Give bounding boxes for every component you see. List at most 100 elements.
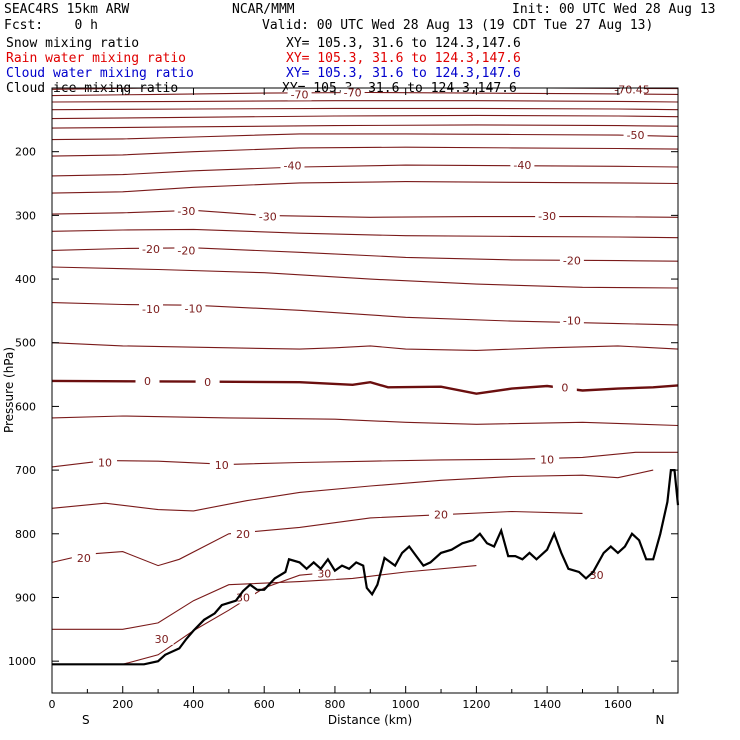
contour-label: 10 xyxy=(540,453,554,466)
contour-label: 0 xyxy=(144,375,151,388)
y-tick-label: 600 xyxy=(15,400,36,413)
contour-label: -40 xyxy=(513,159,531,172)
contour-label-bg xyxy=(255,210,280,223)
terrain-surface xyxy=(52,469,680,666)
contour-label-bg xyxy=(280,159,305,172)
forecast-hour: Fcst: 0 h xyxy=(4,18,98,33)
x-tick-label: 1200 xyxy=(462,698,490,711)
contour-label-bg xyxy=(139,302,164,315)
contour-label-bg xyxy=(535,210,560,223)
field-label-snow: Snow mixing ratio xyxy=(6,36,140,51)
contour-label-bg xyxy=(195,376,220,389)
contour-label-bg xyxy=(340,86,365,99)
x-axis-label: Distance (km) xyxy=(328,713,412,727)
contour-line xyxy=(122,571,335,665)
contour-label: -20 xyxy=(177,244,195,257)
contour-line xyxy=(51,209,679,218)
contour-label: -30 xyxy=(538,210,556,223)
y-tick-label: 400 xyxy=(15,273,36,286)
contour-line xyxy=(51,181,679,194)
contour-label: 30 xyxy=(155,633,169,646)
contour-label-bg xyxy=(149,632,174,645)
contour-label-bg xyxy=(623,129,648,142)
x-tick-label: 800 xyxy=(324,698,345,711)
contour-label-bg xyxy=(312,567,337,580)
contour-label-bg xyxy=(287,88,312,101)
contour-label-bg xyxy=(510,159,535,172)
y-tick-label: 900 xyxy=(15,591,36,604)
contour-label-bg xyxy=(135,374,160,387)
contour-label: -40 xyxy=(284,160,302,173)
contour-labels: -70 -70 -70.45 -50 -40 -40 -30 -30 -30 -20 -20 -20 -… xyxy=(71,83,650,646)
contour-label: -20 xyxy=(563,255,581,268)
field-xy-snow: XY= 105.3, 31.6 to 124.3,147.6 xyxy=(286,36,521,51)
contour-label: -30 xyxy=(259,211,277,224)
contour-line xyxy=(51,247,679,262)
contour-label: 10 xyxy=(98,456,112,469)
contour-line xyxy=(51,228,679,239)
contour-line xyxy=(51,91,679,97)
field-label-cloud-water: Cloud water mixing ratio xyxy=(6,66,194,81)
y-tick-label: 700 xyxy=(15,464,36,477)
field-label-rain: Rain water mixing ratio xyxy=(6,51,187,66)
contour-line xyxy=(51,266,679,289)
contour-label: -70 xyxy=(291,88,309,101)
y-tick-label: 1000 xyxy=(8,655,36,668)
contour-label-bg xyxy=(552,381,577,394)
contour-label-bg xyxy=(174,204,199,217)
field-xy-rain: XY= 105.3, 31.6 to 124.3,147.6 xyxy=(286,51,521,66)
north-endpoint-label: N xyxy=(656,713,665,727)
x-tick-label: 600 xyxy=(254,698,275,711)
y-axis-label: Pressure (hPa) xyxy=(2,347,16,433)
contour-line xyxy=(51,133,679,141)
valid-time: Valid: 00 UTC Wed 28 Aug 13 (19 CDT Tue … xyxy=(262,18,654,33)
contour-label-bg xyxy=(584,569,609,582)
contour-label: -20 xyxy=(142,243,160,256)
contour-label-bg xyxy=(429,508,454,521)
contour-label: 30 xyxy=(590,569,604,582)
model-title: SEAC4RS 15km ARW xyxy=(4,2,130,17)
contour-label-bg xyxy=(230,527,255,540)
contour-label-bg xyxy=(71,551,96,564)
terrain-line xyxy=(52,469,680,666)
x-tick-label: 1000 xyxy=(392,698,420,711)
contour-line xyxy=(51,124,679,129)
contour-line xyxy=(51,451,678,468)
field-xy-cloud-water: XY= 105.3, 31.6 to 124.3,147.6 xyxy=(286,66,521,81)
y-tick-label: 300 xyxy=(15,209,36,222)
contour-label-bg xyxy=(559,314,584,327)
contour-label: -10 xyxy=(184,302,202,315)
x-tick-label: 200 xyxy=(112,698,133,711)
contour-label-bg xyxy=(620,83,645,96)
contour-line xyxy=(51,100,679,103)
contour-line xyxy=(51,302,679,326)
contour-label-bg xyxy=(181,302,206,315)
y-tick-label: 800 xyxy=(15,528,36,541)
contour-label: 0 xyxy=(561,381,568,394)
contour-label: -30 xyxy=(177,205,195,218)
x-axis-ticks: 0 200 400 600 800 1000 1200 1400 1600 xyxy=(49,88,654,711)
contour-line xyxy=(51,342,679,351)
contour-label: 0 xyxy=(204,376,211,389)
contour-line xyxy=(51,164,679,177)
contour-label: -50 xyxy=(627,129,645,142)
contour-line xyxy=(51,114,679,120)
contour-label: 20 xyxy=(434,509,448,522)
contour-line xyxy=(52,565,477,630)
y-tick-label: 500 xyxy=(15,337,36,350)
x-tick-label: 400 xyxy=(183,698,204,711)
contour-line xyxy=(51,107,679,111)
contour-label: -70.45 xyxy=(614,83,649,96)
y-tick-label: 200 xyxy=(15,146,36,159)
contour-label-bg xyxy=(535,453,560,466)
contour-label: -70 xyxy=(344,86,362,99)
x-tick-label: 0 xyxy=(49,698,56,711)
contour-line xyxy=(51,469,654,512)
contour-label: 30 xyxy=(317,567,331,580)
plot-frame xyxy=(51,87,679,694)
contour-label: 10 xyxy=(215,459,229,472)
south-endpoint-label: S xyxy=(82,713,90,727)
contour-label-bg xyxy=(559,254,584,267)
